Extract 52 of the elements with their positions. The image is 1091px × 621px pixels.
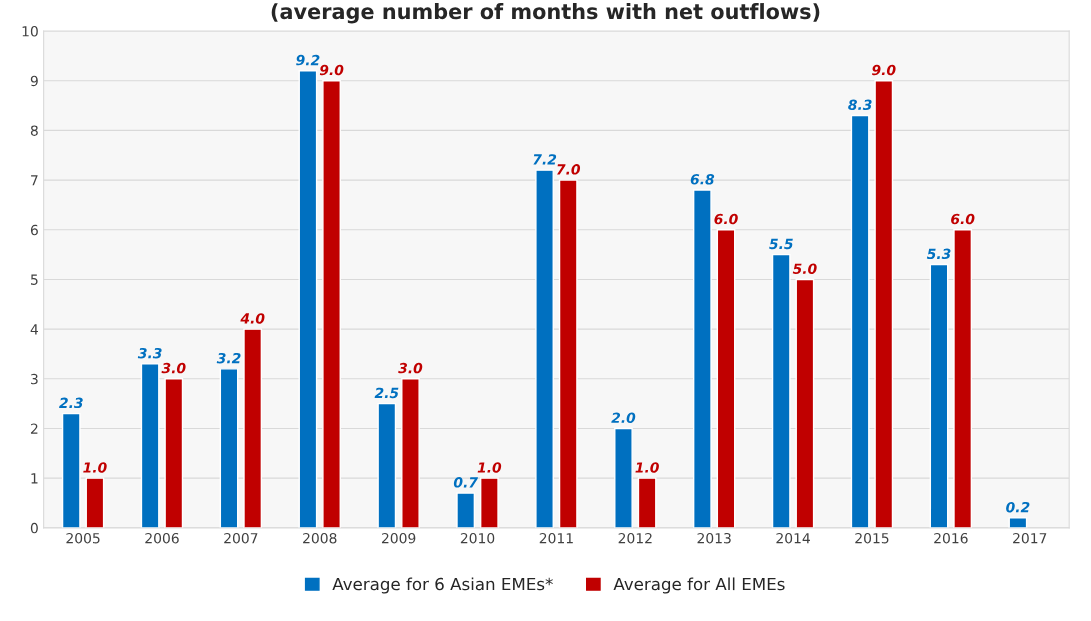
legend-label: Average for 6 Asian EMEs* [332,577,553,594]
x-tick-label: 2017 [1013,532,1047,544]
x-tick-label: 2013 [697,532,731,544]
chart-title: (average number of months with net outflows) [271,3,820,24]
y-tick-label: 1 [31,473,38,484]
y-tick-label: 6 [30,224,38,236]
data-label: 9.0 [872,64,896,76]
data-label: 1.0 [635,462,659,473]
data-label: 2.0 [611,412,636,424]
y-tick-label: 0 [30,522,38,534]
data-label: 2.3 [59,397,83,409]
data-label: 5.5 [769,238,793,250]
data-label: 0.2 [1006,501,1030,513]
x-tick-label: 2006 [145,532,179,544]
data-label: 7.0 [557,164,581,175]
y-tick-label: 3 [31,373,38,385]
x-tick-label: 2007 [224,532,258,544]
data-label: 2.5 [374,387,399,399]
y-tick-label: 7 [31,175,38,186]
x-tick-label: 2008 [303,532,337,544]
data-label: 9.2 [296,54,320,66]
data-label: 7.2 [533,154,557,165]
x-tick-label: 2016 [934,532,968,544]
data-label: 5.0 [792,263,817,274]
data-label: 6.8 [690,174,715,185]
y-tick-label: 2 [30,423,38,434]
data-label: 3.2 [216,352,241,364]
data-label: 4.0 [240,313,265,324]
y-tick-label: 4 [30,324,38,335]
data-label: 6.0 [714,213,738,225]
x-tick-label: 2009 [381,532,416,544]
x-tick-label: 2011 [539,532,573,544]
y-tick-label: 8 [30,125,38,136]
data-label: 6.0 [951,213,975,225]
data-label: 3.3 [137,347,162,359]
data-label: 1.0 [477,462,502,473]
data-label: 9.0 [319,64,344,76]
x-tick-label: 2015 [855,532,889,544]
legend-label: Average for All EMEs [613,577,785,594]
x-tick-label: 2012 [618,532,652,544]
y-tick-label: 9 [30,75,38,87]
data-label: 3.0 [398,362,423,374]
data-label: 1.0 [83,462,107,473]
y-tick-label: 10 [22,26,38,37]
data-label: 3.0 [161,362,186,374]
data-label: 8.3 [848,99,872,111]
y-tick-label: 5 [31,274,38,285]
data-label: 5.3 [926,248,951,260]
x-tick-label: 2005 [66,532,100,544]
x-tick-label: 2014 [776,532,810,544]
data-label: 0.7 [453,477,478,488]
x-tick-label: 2010 [460,532,495,544]
